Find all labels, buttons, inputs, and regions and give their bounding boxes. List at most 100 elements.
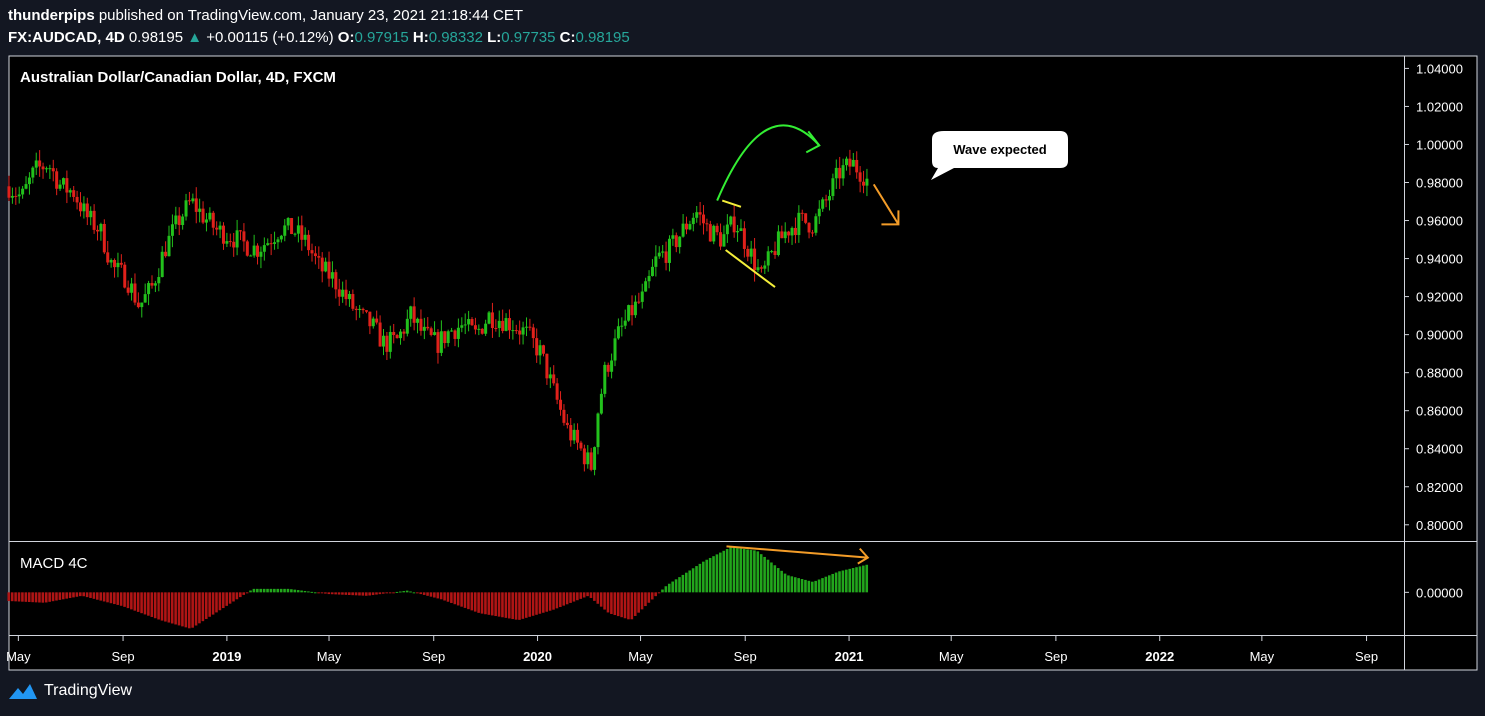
macd-histogram — [7, 547, 869, 629]
candle — [113, 258, 117, 278]
author-name[interactable]: thunderpips — [8, 7, 95, 24]
candle-body — [678, 236, 682, 248]
candle — [296, 216, 300, 243]
candle-body — [453, 330, 457, 339]
candle — [221, 222, 225, 250]
macd-bar — [667, 583, 671, 593]
candle — [851, 152, 855, 167]
candle — [589, 447, 593, 472]
candle-body — [296, 225, 300, 234]
candle — [409, 305, 413, 327]
candle — [228, 233, 232, 247]
candle — [446, 329, 450, 347]
candle-body — [545, 353, 549, 379]
candle — [416, 317, 420, 334]
candle — [330, 261, 334, 288]
candle — [620, 317, 624, 337]
candle — [838, 156, 842, 189]
candle — [55, 168, 59, 196]
candle-body — [191, 198, 195, 202]
candle — [133, 273, 137, 306]
candle-body — [211, 212, 215, 228]
candle-body — [106, 252, 110, 263]
macd-bar — [228, 592, 232, 604]
footer-brand[interactable]: TradingView — [8, 682, 132, 700]
candle-body — [239, 230, 243, 232]
candle-body — [667, 238, 671, 263]
price-tick-label: 0.92000 — [1416, 290, 1463, 305]
candle-body — [804, 213, 808, 223]
candle-body — [439, 331, 443, 353]
candle — [313, 246, 317, 265]
candle — [460, 317, 464, 333]
macd-bar — [535, 592, 538, 615]
time-tick-label: 2020 — [523, 649, 552, 664]
candle-body — [470, 319, 474, 326]
candle-body — [347, 294, 351, 300]
macd-bar — [27, 592, 31, 603]
candle-body — [381, 335, 385, 347]
time-tick-label: 2022 — [1145, 649, 1174, 664]
macd-bar — [562, 592, 566, 606]
macd-bar — [300, 590, 303, 593]
macd-bar — [524, 592, 528, 618]
macd-bar — [276, 588, 280, 593]
yellow-flag-drawing[interactable] — [721, 199, 776, 288]
candle — [661, 244, 665, 258]
macd-bar — [773, 565, 777, 593]
callout-bubble[interactable]: Wave expected — [931, 131, 1068, 180]
brand-name: TradingView — [44, 682, 133, 699]
candle-body — [337, 289, 341, 297]
macd-bar — [239, 592, 242, 598]
candle-body — [630, 305, 634, 316]
macd-bar — [273, 588, 276, 593]
candle — [61, 177, 65, 189]
macd-bar — [845, 569, 848, 593]
orange-arrow-drawing[interactable] — [872, 183, 900, 226]
macd-bar — [381, 592, 385, 594]
price-tick-label: 0.94000 — [1416, 252, 1463, 267]
macd-bar — [204, 592, 208, 619]
candle — [569, 418, 573, 447]
candle-body — [242, 231, 246, 242]
candle-body — [725, 224, 729, 235]
candle — [320, 252, 324, 283]
candle — [303, 227, 307, 247]
macd-bar — [620, 592, 623, 618]
macd-bar — [477, 592, 480, 613]
macd-bar — [153, 592, 157, 619]
macd-bar — [211, 592, 215, 615]
candle — [14, 187, 18, 205]
candle — [681, 214, 685, 238]
candle — [845, 156, 849, 171]
candle-body — [756, 267, 760, 271]
macd-bar — [739, 548, 743, 593]
macd-bar — [262, 588, 266, 593]
candle — [317, 246, 321, 269]
macd-bar — [586, 592, 589, 597]
green-arc-drawing[interactable] — [716, 124, 821, 201]
macd-bar — [664, 586, 668, 593]
macd-bar — [34, 592, 38, 603]
candle — [862, 170, 866, 194]
macd-bar — [473, 592, 477, 612]
macd-bar — [756, 551, 760, 593]
macd-bar — [85, 592, 89, 598]
macd-bar — [678, 577, 681, 593]
candle-body — [320, 257, 324, 272]
candle — [603, 361, 607, 398]
macd-bar — [354, 592, 358, 596]
macd-bar — [419, 592, 423, 595]
macd-divergence-line[interactable] — [726, 545, 870, 565]
candle — [245, 239, 249, 257]
macd-bar — [307, 591, 310, 593]
candle — [773, 241, 777, 259]
candle-body — [821, 199, 825, 209]
candle — [327, 251, 331, 287]
candle — [450, 327, 454, 332]
macd-bar — [650, 592, 654, 600]
candle — [123, 261, 127, 289]
macd-bar — [310, 591, 314, 593]
candle — [160, 246, 164, 278]
